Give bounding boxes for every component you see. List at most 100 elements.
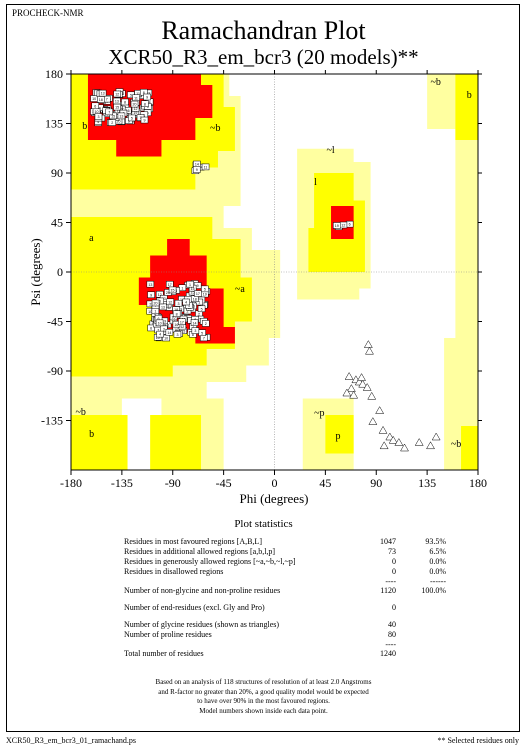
x-tick-label: -180: [60, 476, 82, 490]
residue-point: [182, 298, 190, 306]
residue-model-number: 2: [205, 322, 207, 326]
stats-row-pct: 6.5%: [429, 547, 446, 556]
residue-model-number: 1: [154, 309, 156, 313]
stats-row-label: Number of end-residues (excl. Gly and Pr…: [124, 603, 265, 612]
y-tick-label: 135: [45, 117, 63, 131]
page-frame: [6, 4, 520, 732]
stats-row-label: Total number of residues: [124, 649, 204, 658]
residue-model-number: 19: [133, 111, 137, 115]
allowed-region-b-bottom: [71, 415, 128, 470]
residue-model-number: 7: [203, 336, 205, 340]
residue-model-number: 19: [335, 224, 339, 228]
residue-model-number: 13: [101, 92, 105, 96]
residue-point: [108, 119, 117, 126]
glycine-triangle: [346, 384, 356, 392]
residue-model-number: 16: [126, 109, 130, 113]
residue-model-number: 4: [185, 301, 187, 305]
stats-row-label: Residues in generously allowed regions […: [124, 557, 296, 566]
axes-layer: -180 -135 -90 -45 0 45 90 135 18018013590450-45-…: [41, 67, 487, 490]
program-label: PROCHECK-NMR: [12, 8, 84, 18]
residue-point: [147, 291, 155, 299]
residue-model-number: 2: [149, 303, 151, 307]
glycine-triangle: [400, 443, 409, 452]
separator-pct: ------: [430, 577, 446, 586]
footnote-line: to have over 90% in the most favoured re…: [197, 697, 330, 705]
stats-row-glycine: Number of glycine residues (shown as tri…: [124, 620, 444, 630]
stats-row-count: 1240: [380, 649, 396, 658]
region-label: a: [89, 233, 94, 244]
stats-separator: ---- ------: [124, 577, 446, 586]
stats-row-count: 40: [388, 620, 396, 629]
residue-point: [332, 222, 341, 229]
residue-point: [94, 113, 103, 120]
footnote-line: Based on an analysis of 118 structures o…: [155, 678, 372, 686]
stats-table: Residues in most favoured regions [A,B,L…: [124, 537, 446, 659]
residue-model-number: 15: [191, 287, 195, 291]
residue-point: [192, 166, 201, 173]
residue-point: [191, 327, 200, 334]
glycine-triangle: [357, 373, 366, 381]
residue-model-number: 5: [201, 307, 203, 311]
residue-model-number: 3: [177, 302, 179, 306]
residue-point: [113, 90, 121, 98]
residue-point: [201, 320, 210, 327]
stats-row-proline: Number of proline residues 80: [124, 630, 444, 640]
residue-model-number: 19: [162, 319, 166, 323]
y-axis-label: Psi (degrees): [28, 238, 43, 306]
residue-point: [130, 100, 139, 108]
separator-count: ----: [385, 577, 396, 586]
glycine-triangle: [349, 390, 359, 399]
stats-row-count: 73: [388, 547, 396, 556]
separator-count: ----: [385, 640, 396, 649]
glycine-triangle: [431, 432, 441, 441]
y-tick-label: -135: [41, 414, 63, 428]
x-tick-label: -135: [111, 476, 133, 490]
residue-model-number: 20: [154, 302, 158, 306]
x-tick-label: -45: [216, 476, 232, 490]
residue-point: [165, 328, 174, 336]
footnote-line: and R-factor no greater than 20%, a good…: [158, 687, 369, 696]
residue-point: [168, 286, 177, 294]
residue-model-number: 3: [176, 333, 178, 337]
residue-point: [178, 318, 186, 326]
region-label: b: [89, 429, 94, 440]
stats-row-pct: 93.5%: [425, 537, 446, 546]
residue-point: [174, 299, 183, 307]
stats-row-pct: 100.0%: [421, 586, 446, 595]
glycine-triangle: [362, 382, 372, 391]
residue-model-number: 11: [117, 110, 121, 114]
stats-row-label: Number of proline residues: [124, 630, 212, 639]
residue-model-number: 14: [193, 321, 197, 325]
allowed-region-b-right-bottom: [461, 426, 478, 470]
residue-point: [186, 280, 194, 288]
residue-model-number: 5: [131, 117, 133, 121]
residue-model-number: 9: [150, 293, 152, 297]
residue-point: [98, 89, 107, 97]
region-label: ~p: [314, 408, 324, 419]
favoured-region-a: [138, 239, 235, 344]
residue-model-number: 19: [178, 308, 182, 312]
allowed-region-b-right: [455, 74, 478, 140]
residue-model-number: 12: [180, 325, 184, 329]
residue-model-number: 17: [168, 283, 172, 287]
residue-model-number: 20: [116, 120, 120, 124]
residue-model-number: 2: [186, 310, 188, 314]
glycine-triangle: [414, 437, 424, 446]
plot-subtitle: XCR50_R3_em_bcr3 (20 models)**: [108, 45, 419, 69]
x-tick-label: 90: [370, 476, 382, 490]
residue-model-number: 19: [162, 323, 166, 327]
residue-point: [143, 93, 151, 101]
residue-point: [147, 324, 155, 332]
residue-model-number: 10: [158, 321, 162, 325]
residue-model-number: 11: [204, 166, 208, 170]
residue-model-number: 2: [198, 312, 200, 316]
residue-model-number: 12: [341, 224, 345, 228]
stats-row-label: Number of non-glycine and non-proline re…: [124, 586, 281, 595]
stats-row-endres: Number of end-residues (excl. Gly and Pr…: [124, 603, 444, 613]
residue-point: [166, 298, 174, 306]
residue-model-number: 6: [349, 223, 351, 227]
residue-point: [156, 290, 164, 298]
residue-model-number: 14: [167, 331, 171, 335]
x-tick-label: 135: [418, 476, 436, 490]
residue-point: [141, 100, 149, 107]
